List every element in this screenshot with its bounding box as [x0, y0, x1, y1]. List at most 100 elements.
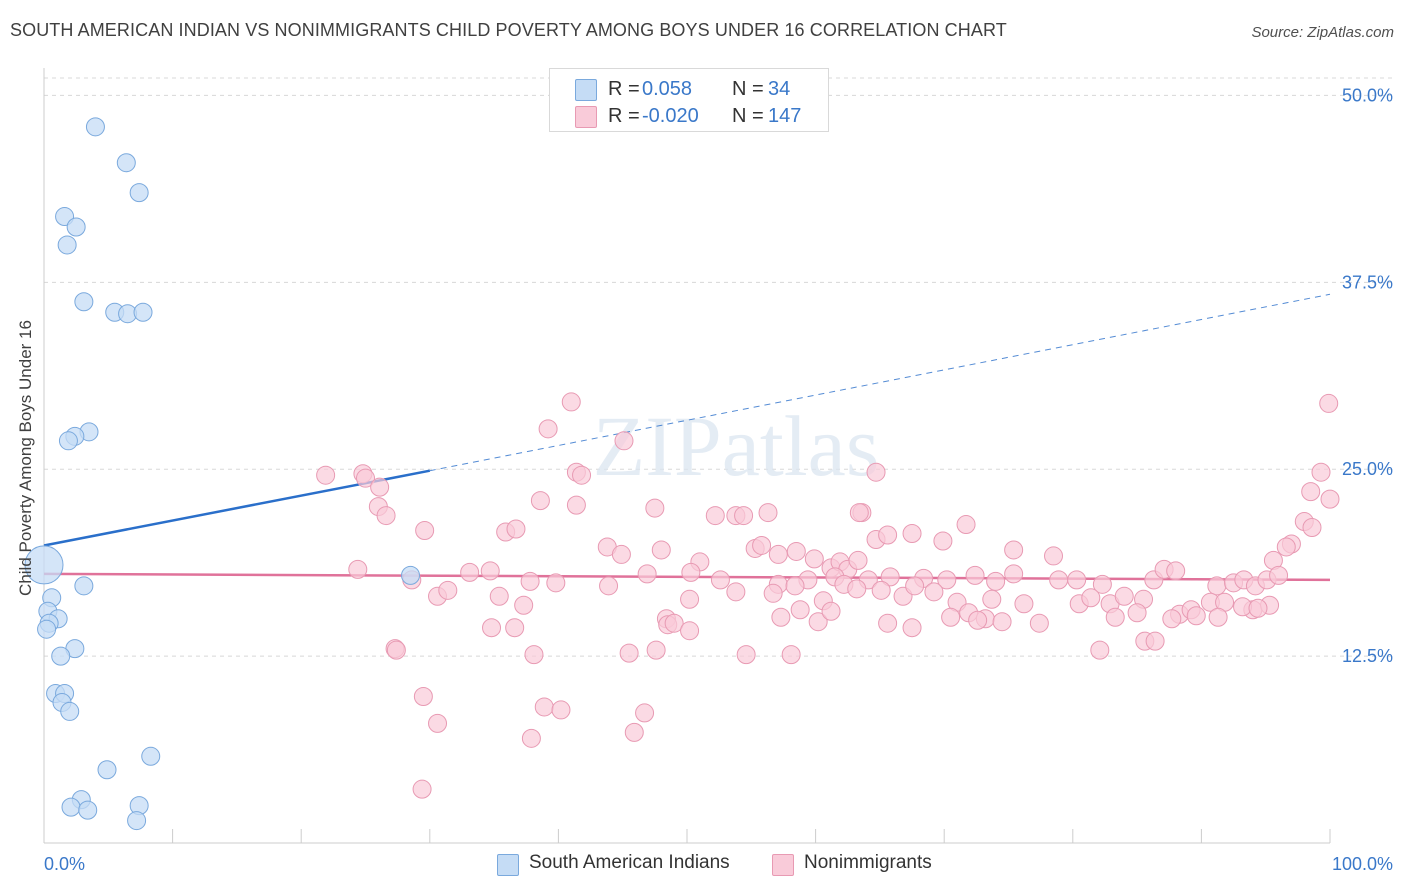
south-american-indians-point: [127, 811, 147, 831]
nonimmigrants-point: [356, 468, 375, 488]
nonimmigrants-point: [1320, 489, 1340, 509]
nonimmigrants-point: [480, 561, 500, 581]
nonimmigrants-point: [763, 583, 783, 603]
nonimmigrants-point: [1162, 609, 1182, 629]
r-value: 0.058: [642, 78, 693, 100]
nonimmigrants-point: [902, 524, 922, 544]
stats-legend: R = 0.058 N = 34 R = -0.020 N = 147: [549, 68, 829, 132]
nonimmigrants-point: [1081, 588, 1101, 608]
r-label: R =: [608, 78, 640, 100]
nonimmigrants-point: [847, 579, 867, 599]
nonimmigrants-point: [821, 601, 841, 621]
south-american-indians-point: [141, 746, 161, 766]
nonimmigrants-point: [785, 576, 805, 596]
nonimmigrants-point: [1014, 594, 1034, 614]
nonimmigrants-point: [705, 506, 725, 526]
nonimmigrants-point: [664, 613, 684, 633]
nonimmigrants-point: [413, 686, 433, 706]
nonimmigrants-point: [514, 595, 534, 615]
south-american-indians-point: [37, 619, 57, 639]
nonimmigrants-point: [1049, 570, 1069, 590]
y-tick-label: 37.5%: [1342, 272, 1393, 292]
y-tick-label: 25.0%: [1342, 459, 1393, 479]
nonimmigrants-point: [933, 531, 953, 551]
nonimmigrants-point: [428, 713, 448, 733]
nonimmigrants-point: [1207, 576, 1227, 596]
axes: [43, 68, 1331, 844]
south-american-indians-point: [74, 576, 94, 596]
nonimmigrants-point: [386, 640, 406, 660]
south-american-indians-point: [60, 701, 80, 721]
nonimmigrants-point: [1004, 564, 1024, 584]
nonimmigrants-point: [736, 645, 756, 665]
chart-title: SOUTH AMERICAN INDIAN VS NONIMMIGRANTS C…: [10, 20, 1007, 40]
nonimmigrants-point: [1302, 518, 1322, 538]
nonimmigrants-point: [992, 612, 1012, 632]
south-american-indians-point: [401, 565, 421, 585]
y-tick-label: 50.0%: [1342, 85, 1393, 105]
nonimmigrants-point: [1114, 586, 1134, 606]
nonimmigrants-point: [348, 559, 368, 579]
y-axis-label: Child Poverty Among Boys Under 16: [16, 320, 35, 596]
nonimmigrants-point: [1311, 462, 1331, 482]
nonimmigrants-point: [1004, 540, 1024, 560]
nonimmigrants-point: [790, 600, 810, 620]
nonimmigrants-point: [376, 506, 396, 526]
south-american-indians-point: [129, 183, 149, 203]
r-label: R =: [608, 105, 640, 127]
nonimmigrants-point: [1090, 640, 1110, 660]
nonimmigrants-point: [681, 562, 701, 582]
nonimmigrants-point: [645, 498, 665, 518]
nonimmigrants-point: [599, 576, 619, 596]
nonimmigrants-point: [438, 580, 458, 600]
nonimmigrants-point: [551, 700, 571, 720]
nonimmigrants-point: [1044, 546, 1064, 566]
nonimmigrants-point: [1301, 482, 1321, 502]
nonimmigrants-point: [614, 431, 634, 451]
pink-swatch: [575, 106, 597, 128]
nonimmigrants-point: [771, 607, 791, 627]
legend-row-blue: R = 0.058 N = 34: [550, 76, 828, 102]
nonimmigrants-point: [1127, 603, 1147, 623]
nonimmigrants-point: [624, 722, 644, 742]
nonimmigrants-point: [566, 495, 586, 515]
south-american-indians-point: [66, 217, 86, 237]
n-value: 147: [768, 105, 802, 127]
blue-swatch: [497, 854, 519, 876]
nonimmigrants-point: [878, 613, 898, 633]
nonimmigrants-point: [1248, 598, 1268, 618]
legend-label: Nonimmigrants: [804, 852, 932, 873]
pink-swatch: [772, 854, 794, 876]
nonimmigrants-point: [849, 503, 869, 523]
south-american-indians-point: [24, 545, 64, 585]
r-value: -0.020: [642, 105, 699, 127]
n-value: 34: [768, 78, 791, 100]
nonimmigrants-point: [956, 515, 976, 535]
legend-row-pink: R = -0.020 N = 147: [550, 103, 828, 129]
nonimmigrants-point: [1067, 570, 1087, 590]
nonimmigrants-point: [878, 525, 898, 545]
series-legend: South American Indians Nonimmigrants: [0, 852, 1406, 878]
nonimmigrants-point: [1145, 631, 1165, 651]
nonimmigrants-point: [370, 477, 390, 497]
nonimmigrants-point: [982, 589, 1002, 609]
south-american-indians-point: [116, 153, 136, 173]
nonimmigrants-point: [808, 612, 828, 632]
nonimmigrants-point: [538, 419, 558, 439]
nonimmigrants-point: [635, 703, 655, 723]
legend-label: South American Indians: [529, 852, 730, 873]
nonimmigrants-point: [637, 564, 657, 584]
nonimmigrants-point: [768, 544, 788, 564]
nonimmigrants-point: [1186, 606, 1206, 626]
nonimmigrants-point: [1105, 607, 1125, 627]
nonimmigrants-point: [524, 645, 544, 665]
nonimmigrants-point: [482, 618, 502, 638]
nonimmigrants-point: [758, 503, 778, 523]
nonimmigrants-point: [941, 607, 961, 627]
nonimmigrants-point: [520, 571, 540, 591]
nonimmigrants-point: [937, 570, 957, 590]
source-label: Source: ZipAtlas.com: [1251, 24, 1394, 41]
nonimmigrants-point: [561, 392, 581, 412]
south-american-indians-point: [97, 760, 117, 780]
